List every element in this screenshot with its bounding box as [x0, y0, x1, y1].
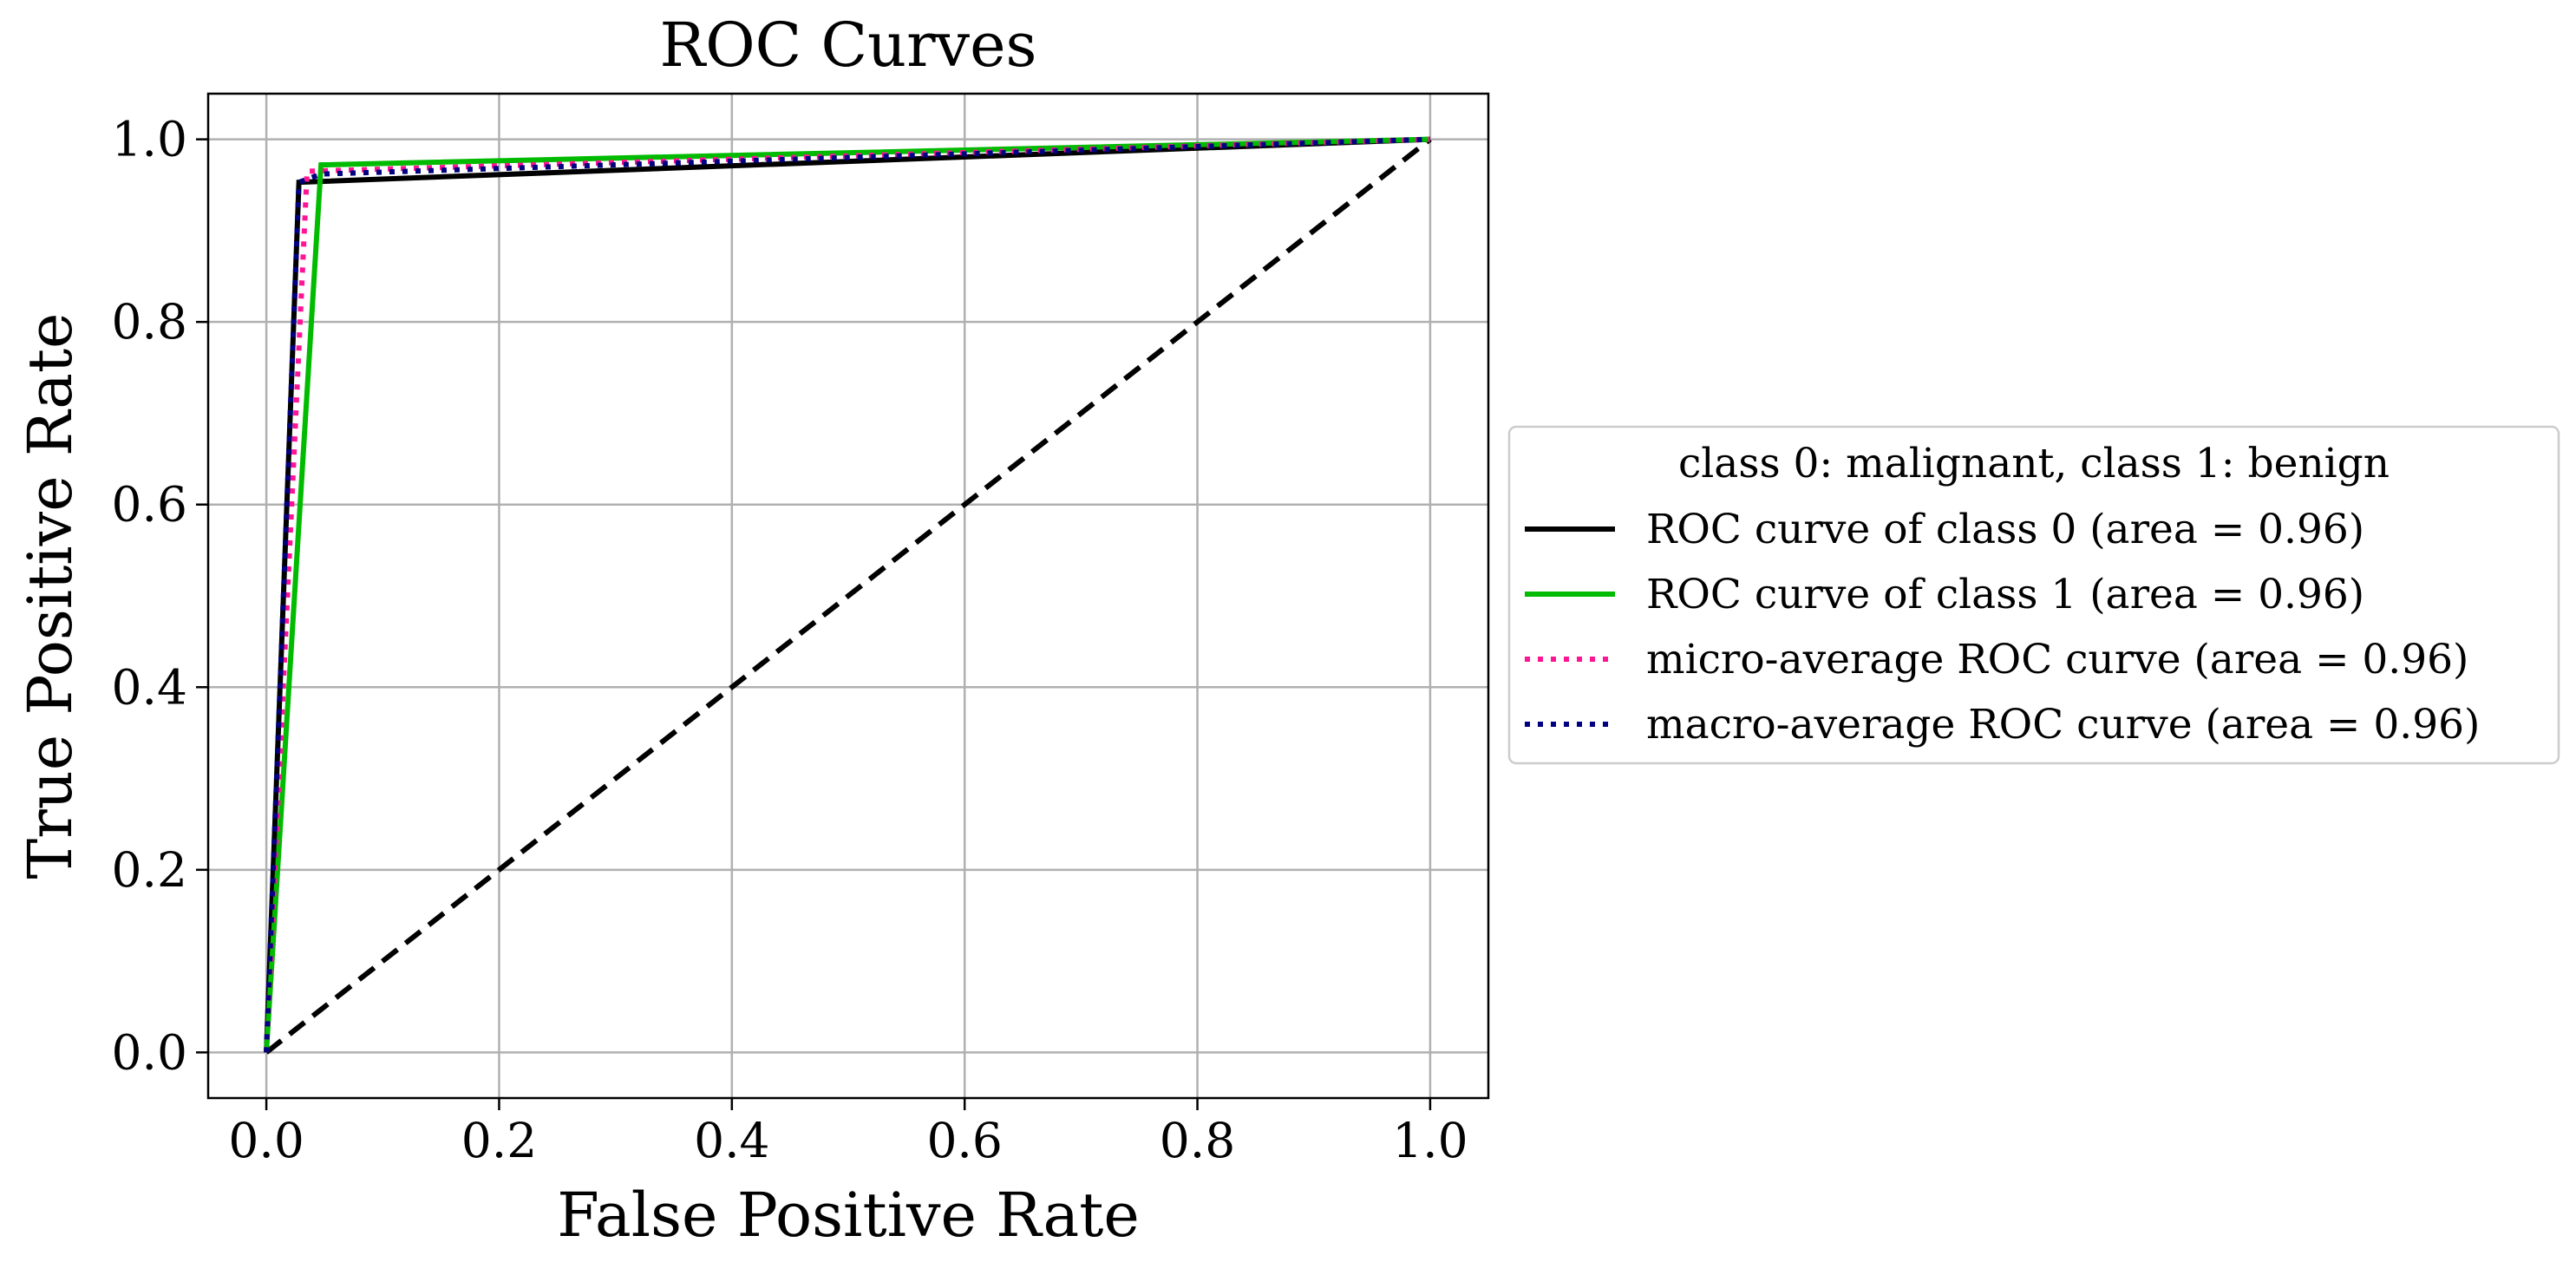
reference-diagonal [265, 137, 1432, 1055]
x-axis-label: False Positive Rate [557, 1180, 1140, 1251]
legend-entries: ROC curve of class 0 (area = 0.96) ROC cu… [1525, 506, 2480, 749]
plot-area-frame [206, 92, 1490, 1100]
y-tick-label: 0.6 [112, 477, 187, 533]
series-lines [264, 136, 1431, 1053]
legend-label-0: ROC curve of class 0 (area = 0.96) [1646, 506, 2364, 553]
y-tick-label: 0.8 [112, 294, 187, 350]
chance-line [265, 137, 1432, 1055]
legend: class 0: malignant, class 1: benign ROC … [1507, 425, 2560, 765]
legend-title: class 0: malignant, class 1: benign [1678, 440, 2390, 487]
grid-lines [208, 94, 1488, 1098]
legend-label-1: ROC curve of class 1 (area = 0.96) [1646, 571, 2364, 618]
chart-title: ROC Curves [660, 10, 1037, 81]
x-tick-label: 0.4 [694, 1113, 769, 1168]
legend-frame [1507, 425, 2560, 765]
series-line-1 [264, 136, 1430, 1053]
y-tick-label: 0.2 [112, 842, 187, 898]
x-tick-label: 0.2 [461, 1113, 537, 1168]
y-axis-label: True Positive Rate [15, 313, 86, 879]
legend-label-3: macro-average ROC curve (area = 0.96) [1646, 701, 2480, 749]
x-tick-label: 1.0 [1392, 1113, 1468, 1168]
y-tick-label: 0.0 [112, 1024, 187, 1080]
x-axis-ticks: 0.0 0.2 0.4 0.6 0.8 1.0 [228, 1098, 1468, 1168]
y-tick-label: 0.4 [112, 659, 187, 715]
y-tick-label: 1.0 [112, 112, 187, 167]
series-line-3 [264, 136, 1431, 1053]
y-axis-ticks: 0.0 0.2 0.4 0.6 0.8 1.0 [112, 112, 208, 1080]
x-tick-label: 0.6 [926, 1113, 1002, 1168]
x-tick-label: 0.8 [1160, 1113, 1235, 1168]
x-tick-label: 0.0 [228, 1113, 304, 1168]
legend-label-2: micro-average ROC curve (area = 0.96) [1646, 636, 2468, 683]
